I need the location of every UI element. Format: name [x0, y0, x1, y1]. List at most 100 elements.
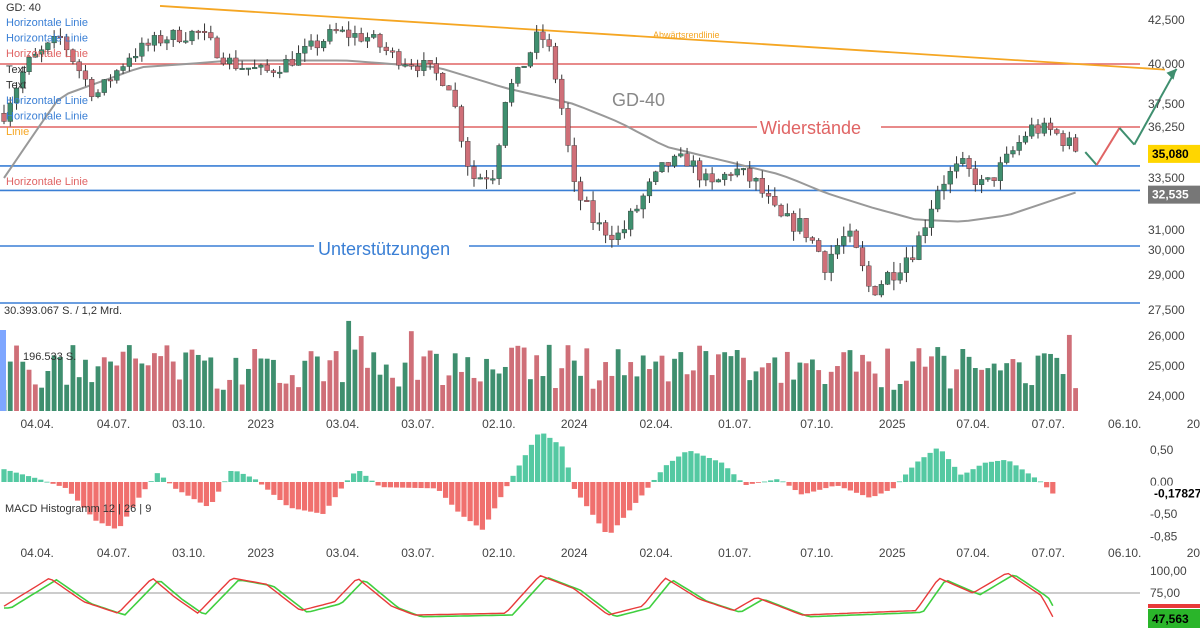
macd-bar-166	[1019, 469, 1025, 482]
volume-bar-47	[296, 387, 301, 411]
volume-bar-39	[246, 368, 251, 411]
x-ticks-2-tick-14: 06.10.	[1108, 546, 1141, 560]
macd-bar-10	[62, 482, 68, 488]
volume-bar-92	[578, 375, 583, 411]
macd-bar-127	[780, 481, 786, 483]
volume-bar-33	[208, 357, 214, 411]
trendline-label: Abwärtsrendlinie	[653, 30, 720, 40]
volume-bar-20	[126, 345, 132, 411]
candle-body-40	[252, 67, 258, 70]
volume-bar-29	[183, 352, 189, 411]
candle-body-36	[226, 57, 233, 65]
price-tick-7: 29,000	[1148, 268, 1185, 282]
candle-body-122	[765, 193, 772, 197]
candle-body-91	[571, 145, 577, 182]
volume-bar-167	[1048, 353, 1053, 411]
volume-bar-2	[14, 345, 19, 411]
macd-bar-147	[903, 474, 909, 482]
macd-bar-146	[896, 481, 903, 483]
candles	[1, 21, 1079, 298]
volume-bar-85	[534, 355, 540, 411]
macd-bar-43	[265, 482, 271, 490]
macd-bar-90	[553, 442, 559, 482]
volume-bar-134	[841, 352, 847, 411]
candle-body-47	[295, 52, 302, 66]
candle-body-148	[928, 208, 935, 228]
volume-bar-146	[916, 348, 922, 411]
candle-body-165	[1035, 124, 1041, 134]
candle-body-114	[715, 179, 722, 183]
trendline	[159, 5, 1166, 71]
stochastic-badge-0: 47,563	[1152, 612, 1189, 626]
volume-bar-124	[778, 382, 784, 411]
candle-body-44	[277, 71, 283, 74]
candle-body-93	[584, 200, 590, 202]
stochastic-lines	[0, 572, 1140, 618]
volume-bar-55	[346, 320, 352, 411]
volume-bar-116	[728, 356, 734, 411]
x-ticks-2-tick-12: 07.04.	[956, 546, 989, 560]
volume-bar-111	[697, 345, 702, 411]
volume-bar-41	[258, 358, 264, 411]
candle-body-110	[690, 160, 696, 167]
x-ticks-1-tick-0: 04.04.	[20, 417, 53, 431]
horizontal-lines	[0, 63, 1140, 304]
volume-bar-10	[64, 384, 70, 411]
volume-bar-11	[70, 345, 76, 411]
macd-bar-0	[1, 469, 7, 482]
candle-body-132	[828, 253, 834, 273]
candle-body-116	[728, 173, 734, 176]
candle-body-78	[490, 178, 496, 181]
x-ticks-1-tick-13: 07.07.	[1032, 417, 1065, 431]
candle-body-35	[220, 57, 226, 65]
candle-body-107	[671, 155, 678, 167]
macd-bar-140	[860, 482, 866, 496]
volume-bar-132	[828, 371, 834, 411]
volume-bar-127	[797, 362, 803, 411]
volume-bar-46	[289, 375, 295, 411]
macd-bar-15	[93, 482, 99, 521]
candle-body-131	[822, 251, 828, 273]
candle-body-70	[440, 72, 446, 86]
volume-bar-133	[835, 366, 840, 411]
volume-bars	[0, 320, 1078, 411]
support-label: Unterstützungen	[318, 239, 450, 259]
candle-body-12	[76, 61, 82, 72]
macd-bar-148	[909, 467, 915, 482]
volume-bar-150	[941, 355, 947, 411]
candle-body-150	[941, 183, 947, 191]
volume-bar-76	[477, 381, 483, 411]
candle-body-65	[408, 64, 414, 67]
macd-bar-153	[939, 451, 945, 482]
volume-bar-45	[283, 383, 289, 411]
volume-bar-16	[101, 357, 107, 411]
volume-bar-169	[1060, 374, 1066, 411]
extra-line-label: Horizontale Linie	[6, 176, 88, 188]
macd-bar-35	[216, 482, 222, 492]
macd-bar-133	[817, 482, 823, 490]
x-ticks-1-tick-3: 2023	[247, 417, 274, 431]
volume-bar-157	[985, 368, 991, 411]
volume-bar-142	[891, 389, 897, 411]
macd-bar-94	[577, 482, 584, 498]
price-badges: 35,080 32,535	[1148, 144, 1200, 204]
volume-bar-88	[553, 388, 558, 411]
macd-bar-85	[522, 455, 528, 482]
macd-bar-55	[338, 482, 344, 489]
candle-body-27	[170, 29, 176, 40]
macd-bar-118	[725, 468, 731, 482]
macd-bar-54	[332, 482, 338, 498]
price-tick-2: 37,500	[1148, 97, 1185, 111]
macd-bar-134	[823, 482, 829, 489]
macd-bar-36	[222, 481, 228, 483]
volume-bar-31	[195, 354, 201, 411]
macd-bar-67	[412, 482, 418, 488]
volume-bar-3	[20, 361, 26, 411]
macd-bar-2	[13, 472, 19, 482]
macd-bar-110	[676, 456, 682, 482]
macd-bar-93	[571, 482, 577, 489]
moving-average-line	[3, 59, 1076, 223]
candle-body-5	[32, 53, 38, 58]
candle-body-96	[603, 222, 609, 236]
candle-body-72	[452, 89, 458, 107]
